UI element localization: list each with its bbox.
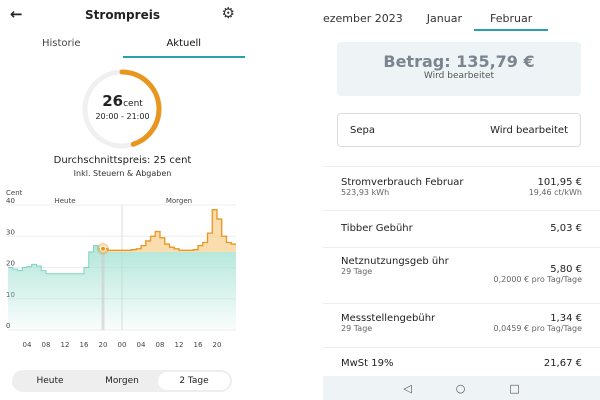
- price-value: 26: [102, 92, 124, 110]
- day-label: Morgen: [166, 197, 192, 205]
- recent-apps-icon[interactable]: □: [509, 381, 520, 395]
- gear-icon[interactable]: ⚙: [221, 4, 235, 22]
- current-point: [100, 245, 106, 252]
- x-tick-label: 12: [175, 341, 184, 349]
- invoice-panel: ezember 2023 Januar Februar Betrag: 135,…: [323, 0, 600, 400]
- x-tick-label: 16: [194, 341, 203, 349]
- tab-aktuell[interactable]: Aktuell: [122, 30, 245, 58]
- item-sub: 523,93 kWh: [341, 188, 390, 197]
- price-area: [8, 245, 236, 330]
- tab-dezember[interactable]: ezember 2023: [323, 12, 403, 25]
- y-tick-label: 20: [6, 260, 15, 268]
- home-nav-icon[interactable]: ○: [455, 381, 466, 395]
- x-tick-label: 04: [137, 341, 146, 349]
- item-value: 5,03 €: [550, 223, 582, 234]
- tax-note: Inkl. Steuern & Abgaben: [73, 169, 172, 178]
- x-tick-label: 20: [213, 341, 222, 349]
- past-price-line: [8, 245, 103, 275]
- line-item: Stromverbrauch Februar 523,93 kWh 101,95 …: [323, 166, 600, 210]
- current-price: 26cent: [0, 92, 245, 110]
- day-label: Heute: [54, 197, 75, 205]
- x-tick-label: 04: [23, 341, 32, 349]
- item-sub: 29 Tage: [341, 324, 373, 333]
- item-value: 5,80 €: [550, 264, 582, 275]
- line-item: Netznutzungsgeb ühr 29 Tage 5,80 €0,2000 …: [323, 247, 600, 297]
- back-arrow-icon[interactable]: ←: [10, 5, 23, 23]
- x-tick-label: 08: [42, 341, 51, 349]
- x-tick-label: 20: [99, 341, 108, 349]
- header: ← Strompreis ⚙: [0, 0, 245, 30]
- y-tick-label: 40: [6, 197, 15, 205]
- current-hour-bar: [101, 248, 105, 330]
- sepa-status: Wird bearbeitet: [490, 124, 568, 136]
- item-value: 1,34 €: [550, 313, 582, 324]
- item-name: Netznutzungsgeb ühr: [341, 256, 449, 267]
- average-price: Durchschnittspreis: 25 cent: [53, 155, 192, 166]
- price-chart: Cent010203040HeuteMorgen0408121620000408…: [6, 189, 236, 349]
- line-item: MwSt 19% 21,67 €: [323, 347, 600, 376]
- item-detail: 19,46 ct/kWh: [528, 188, 582, 197]
- segment-2-tage[interactable]: 2 Tage: [158, 372, 230, 390]
- x-tick-label: 12: [61, 341, 70, 349]
- range-selector: Heute Morgen 2 Tage: [12, 370, 232, 392]
- segment-heute[interactable]: Heute: [36, 376, 64, 386]
- x-tick-label: 16: [80, 341, 89, 349]
- item-sub: 29 Tage: [341, 267, 373, 276]
- back-nav-icon[interactable]: ◁: [403, 381, 412, 395]
- amount-status: Wird bearbeitet: [423, 71, 495, 81]
- segment-morgen[interactable]: Morgen: [105, 376, 139, 386]
- price-time: 20:00 - 21:00: [95, 112, 150, 121]
- item-value: 101,95 €: [537, 177, 582, 188]
- item-detail: 0,0459 € pro Tag/Tage: [493, 324, 583, 333]
- sepa-card[interactable]: Sepa Wird bearbeitet: [337, 113, 581, 147]
- price-unit: cent: [123, 99, 143, 109]
- above-average-area: [103, 209, 236, 252]
- y-axis-label: Cent: [6, 189, 23, 197]
- item-name: Messstellengebühr: [341, 313, 436, 324]
- tabs: Historie Aktuell: [0, 30, 245, 58]
- amount: Betrag: 135,79 €: [383, 52, 535, 71]
- amount-card: Betrag: 135,79 € Wird bearbeitet: [337, 42, 581, 96]
- tab-februar[interactable]: Februar: [474, 8, 549, 31]
- tab-historie[interactable]: Historie: [41, 38, 81, 49]
- month-tabs: ezember 2023 Januar Februar: [323, 8, 549, 31]
- item-detail: 0,2000 € pro Tag/Tage: [493, 275, 583, 284]
- x-tick-label: 08: [156, 341, 165, 349]
- item-value: 21,67 €: [543, 358, 582, 369]
- item-name: Tibber Gebühr: [341, 223, 413, 234]
- price-gauge: [82, 69, 162, 149]
- gauge-arc: [82, 69, 162, 149]
- line-item: Messstellengebühr 29 Tage 1,34 €0,0459 € …: [323, 303, 600, 345]
- item-name: MwSt 19%: [341, 358, 394, 369]
- page-title: Strompreis: [85, 8, 160, 22]
- system-nav-bar: ◁ ○ □: [323, 376, 600, 400]
- y-tick-label: 30: [6, 228, 15, 236]
- strompreis-panel: ← Strompreis ⚙ Historie Aktuell 26cent 2…: [0, 0, 245, 400]
- x-tick-label: 00: [118, 341, 127, 349]
- tab-januar[interactable]: Januar: [426, 12, 462, 25]
- line-item: Tibber Gebühr 5,03 €: [323, 210, 600, 247]
- item-name: Stromverbrauch Februar: [341, 177, 464, 188]
- future-price-line: [103, 209, 236, 251]
- sepa-label: Sepa: [350, 124, 375, 136]
